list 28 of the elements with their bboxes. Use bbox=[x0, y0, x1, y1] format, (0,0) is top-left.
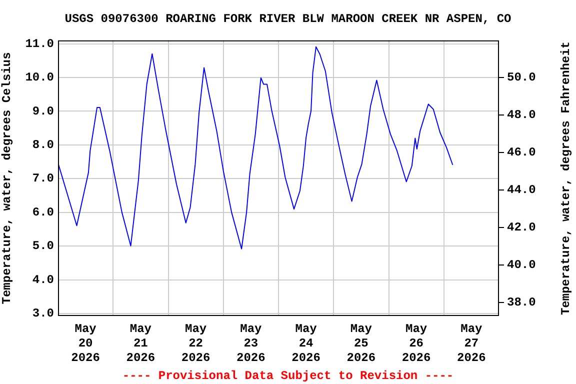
y-tick-label: 8.0 bbox=[32, 138, 54, 152]
y-tick-label: 11.0 bbox=[25, 36, 54, 51]
y-tick-label: 3.0 bbox=[32, 306, 54, 321]
y2-tick-label: 48.0 bbox=[507, 108, 536, 122]
text: ---- Provisional Data Subject to Revision ---- bbox=[122, 369, 454, 384]
y-tick-label: 5.0 bbox=[32, 239, 54, 254]
y-tick-label: 6.0 bbox=[32, 205, 54, 220]
chart-title: USGS 09076300 ROARING FORK RIVER BLW MAROON CREEK NR ASPEN, CO bbox=[64, 12, 512, 26]
x-tick-label: May 21 2026 bbox=[126, 322, 156, 366]
y-tick-label: 7.0 bbox=[32, 172, 54, 186]
y-axis-title: Temperature, water, degrees Celsius bbox=[0, 52, 14, 304]
x-tick-label: May 27 2026 bbox=[457, 322, 486, 366]
y-tick-label: 4.0 bbox=[32, 272, 54, 287]
y2-tick-label: 42.0 bbox=[507, 220, 536, 234]
y2-tick-label: 46.0 bbox=[507, 145, 536, 160]
x-tick-label: May 25 2026 bbox=[346, 322, 376, 366]
y-tick-label: 9.0 bbox=[32, 104, 54, 118]
x-tick-label: May 24 2026 bbox=[292, 322, 320, 366]
y2-tick-label: 50.0 bbox=[507, 70, 536, 85]
x-tick-label: May 20 2026 bbox=[71, 322, 100, 366]
y2-tick-label: 40.0 bbox=[507, 258, 536, 272]
x-tick-label: May 23 2026 bbox=[236, 322, 266, 366]
x-tick-label: May 26 2026 bbox=[402, 322, 431, 366]
x-tick-label: May 22 2026 bbox=[181, 322, 210, 366]
y-tick-label: 10.0 bbox=[25, 70, 54, 85]
y2-tick-label: 38.0 bbox=[507, 295, 536, 310]
y2-tick-label: 44.0 bbox=[507, 182, 536, 197]
y2-axis-title: Temperature, water, degrees Fahrenheit bbox=[559, 41, 574, 316]
